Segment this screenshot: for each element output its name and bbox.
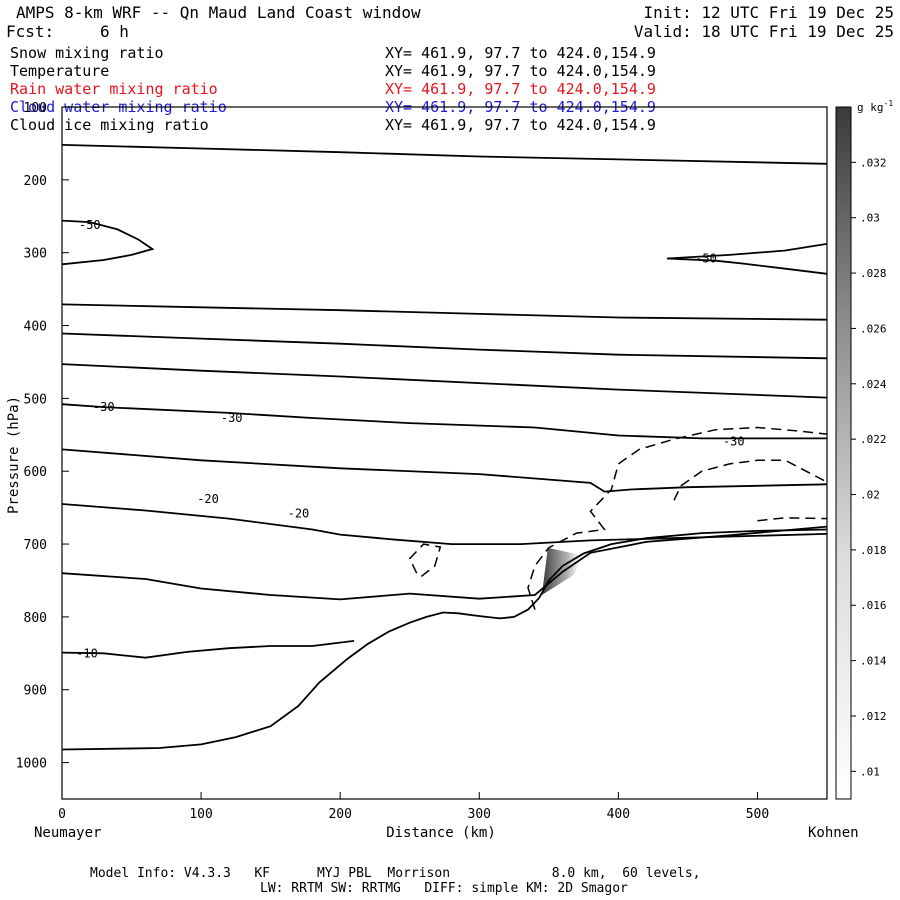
colorbar-tick-label: .03 [860, 212, 880, 225]
temperature-contour [62, 503, 827, 545]
y-tick-label: 100 [24, 101, 47, 116]
contour-label: -10 [76, 646, 98, 660]
contour-label: -20 [288, 506, 310, 520]
temperature-contour [62, 525, 827, 601]
temperature-contour [62, 144, 827, 165]
colorbar-tick-label: .018 [860, 544, 887, 557]
colorbar-unit: g kg-1 [857, 99, 893, 114]
left-endpoint-label: Neumayer [34, 825, 101, 841]
footer-model-info: Model Info: V4.3.3 KF MYJ PBL Morrison 8… [90, 866, 701, 881]
field-xy: XY= 461.9, 97.7 to 424.0,154.9 [385, 116, 656, 134]
x-tick-label: 100 [189, 807, 212, 822]
field-xy: XY= 461.9, 97.7 to 424.0,154.9 [385, 80, 656, 98]
y-tick-label: 1000 [16, 757, 47, 772]
colorbar-tick-label: .02 [860, 489, 880, 502]
temperature-contour [62, 219, 155, 266]
x-tick-label: 400 [607, 807, 630, 822]
x-tick-label: 200 [328, 807, 351, 822]
y-tick-label: 500 [24, 392, 47, 407]
colorbar-tick-label: .022 [860, 433, 887, 446]
temperature-contour [62, 403, 827, 440]
footer-physics-info: LW: RRTM SW: RRTMG DIFF: simple KM: 2D S… [260, 881, 628, 896]
field-xy: XY= 461.9, 97.7 to 424.0,154.9 [385, 62, 656, 80]
terrain-line [62, 528, 827, 751]
contour-label: -30 [221, 411, 243, 425]
right-endpoint-label: Kohnen [808, 825, 859, 841]
temperature-contour [62, 303, 827, 321]
y-axis-label: Pressure (hPa) [6, 396, 22, 514]
chart-title: AMPS 8-km WRF -- Qn Maud Land Coast wind… [16, 3, 421, 22]
cloud-ice-contour [757, 517, 827, 522]
y-tick-label: 400 [24, 320, 47, 335]
colorbar-unit-base: g kg [857, 101, 884, 114]
temperature-contour [62, 363, 827, 399]
contour-label: -30 [723, 434, 745, 448]
temperature-contour [62, 332, 827, 360]
y-tick-label: 800 [24, 611, 47, 626]
contour-label: -30 [93, 400, 115, 414]
colorbar: g kg-1 .01 .012 .014 .016 .018 .02 .022 .024 .02… [835, 99, 893, 800]
y-tick-label: 900 [24, 684, 47, 699]
field-name: Snow mixing ratio [10, 44, 164, 62]
x-tick-label: 0 [58, 807, 66, 822]
contour-label: -20 [197, 492, 219, 506]
temperature-contour [62, 448, 827, 493]
cloud-ice-contour [527, 426, 827, 610]
x-axis-label: Distance (km) [386, 825, 496, 841]
colorbar-tick-label: .016 [860, 599, 887, 612]
y-tick-label: 200 [24, 174, 47, 189]
colorbar-tick-label: .028 [860, 267, 887, 280]
cloud-ice-contour [673, 459, 827, 501]
y-tick-label: 300 [24, 247, 47, 262]
field-xy: XY= 461.9, 97.7 to 424.0,154.9 [385, 44, 656, 62]
x-tick-label: 500 [746, 807, 769, 822]
cloud-ice-contour [408, 543, 442, 578]
colorbar-unit-sup: -1 [884, 99, 894, 108]
colorbar-tick-label: .026 [860, 322, 887, 335]
field-name: Cloud ice mixing ratio [10, 116, 209, 134]
contour-label: -50 [695, 252, 717, 266]
x-tick-label: 300 [468, 807, 491, 822]
init-time: Init: 12 UTC Fri 19 Dec 25 [643, 3, 894, 22]
forecast-value: 6 h [100, 22, 129, 41]
forecast-label: Fcst: [6, 22, 55, 41]
temperature-contour [62, 640, 355, 659]
contour-label: -50 [79, 218, 101, 232]
field-name: Temperature [10, 62, 110, 80]
temperature-contour [666, 243, 827, 275]
colorbar-tick-label: .024 [860, 378, 887, 391]
colorbar-ramp [835, 106, 852, 800]
colorbar-tick-label: .012 [860, 710, 887, 723]
field-name: Rain water mixing ratio [10, 80, 218, 98]
colorbar-tick-label: .014 [860, 655, 887, 668]
colorbar-tick-label: .032 [860, 156, 887, 169]
plot-frame [61, 106, 828, 800]
y-tick-label: 600 [24, 465, 47, 480]
colorbar-tick-label: .01 [860, 765, 880, 778]
valid-time: Valid: 18 UTC Fri 19 Dec 25 [633, 22, 894, 41]
y-tick-label: 700 [24, 538, 47, 553]
